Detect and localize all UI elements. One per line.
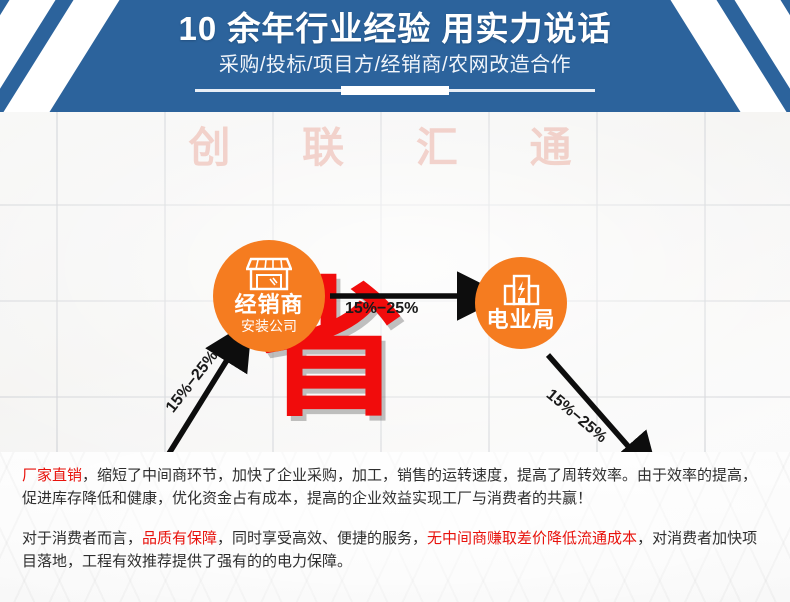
footer-background-overlay bbox=[0, 452, 790, 602]
node-bureau[interactable]: 电业局 bbox=[475, 257, 567, 349]
header-content: 10 余年行业经验 用实力说话 采购/投标/项目方/经销商/农网改造合作 bbox=[0, 0, 790, 96]
paragraph2-mid: ，同时享受高效、便捷的服务， bbox=[217, 529, 428, 547]
background-overlay bbox=[0, 112, 790, 452]
page-header: 10 余年行业经验 用实力说话 采购/投标/项目方/经销商/农网改造合作 bbox=[0, 0, 790, 112]
paragraph2-highlight-quality: 品质有保障 bbox=[142, 529, 218, 547]
node-bureau-label: 电业局 bbox=[486, 306, 556, 332]
header-divider bbox=[195, 85, 595, 96]
paragraph-manufacturer-direct: 厂家直销，缩短了中间商环节，加快了企业采购，加工，销售的运转速度，提高了周转效率… bbox=[22, 452, 768, 511]
node-dealer[interactable]: 经销商 安装公司 bbox=[213, 240, 325, 352]
node-dealer-sublabel: 安装公司 bbox=[241, 318, 297, 335]
power-building-icon bbox=[501, 274, 541, 306]
paragraph-consumer-benefit: 对于消费者而言，品质有保障，同时享受高效、便捷的服务，无中间商赚取差价降低流通成… bbox=[22, 511, 768, 574]
footer-description: 厂家直销，缩短了中间商环节，加快了企业采购，加工，销售的运转速度，提高了周转效率… bbox=[0, 452, 790, 602]
paragraph2-lead: 对于消费者而言， bbox=[22, 529, 143, 547]
header-title: 10 余年行业经验 用实力说话 bbox=[178, 10, 612, 47]
divider-center-block bbox=[341, 86, 449, 96]
flow-diagram: 创 联 汇 通 15%−25% 15%−25% 15%−25% 省 在这里省了中… bbox=[0, 112, 790, 452]
paragraph2-tail: ，对消费者加快项目落地，工程有效推荐提供了强有的的电力保障。 bbox=[22, 529, 758, 570]
paragraph2-highlight-no-middleman: 无中间商赚取差价降低流通成本 bbox=[427, 529, 638, 547]
arrow-label-dealer-to-bureau: 15%−25% bbox=[345, 300, 419, 317]
header-subtitle: 采购/投标/项目方/经销商/农网改造合作 bbox=[218, 54, 572, 77]
storefront-icon bbox=[245, 257, 293, 291]
node-dealer-label: 经销商 bbox=[234, 292, 304, 317]
paragraph1-rest: ，缩短了中间商环节，加快了企业采购，加工，销售的运转速度，提高了周转效率。由于效… bbox=[22, 467, 758, 508]
brand-watermark: 创 联 汇 通 bbox=[188, 124, 602, 171]
paragraph1-highlight: 厂家直销 bbox=[22, 467, 83, 484]
